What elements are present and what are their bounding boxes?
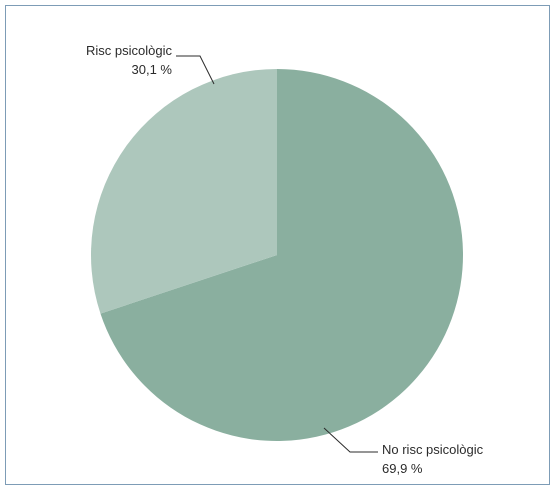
slice-value-risc: 30,1 %: [132, 62, 173, 77]
leader-lines: [176, 55, 378, 453]
slice-value-no-risc: 69,9 %: [382, 461, 423, 476]
slice-no-risc: [100, 69, 464, 442]
slice-risc: [91, 69, 277, 314]
slice-label-no-risc: No risc psicològic: [382, 442, 484, 457]
slice-label-risc: Risc psicològic: [86, 43, 172, 58]
leader-line-risc: [176, 55, 215, 85]
leader-line-no-risc: [323, 427, 378, 453]
pie-slices: [91, 69, 464, 442]
